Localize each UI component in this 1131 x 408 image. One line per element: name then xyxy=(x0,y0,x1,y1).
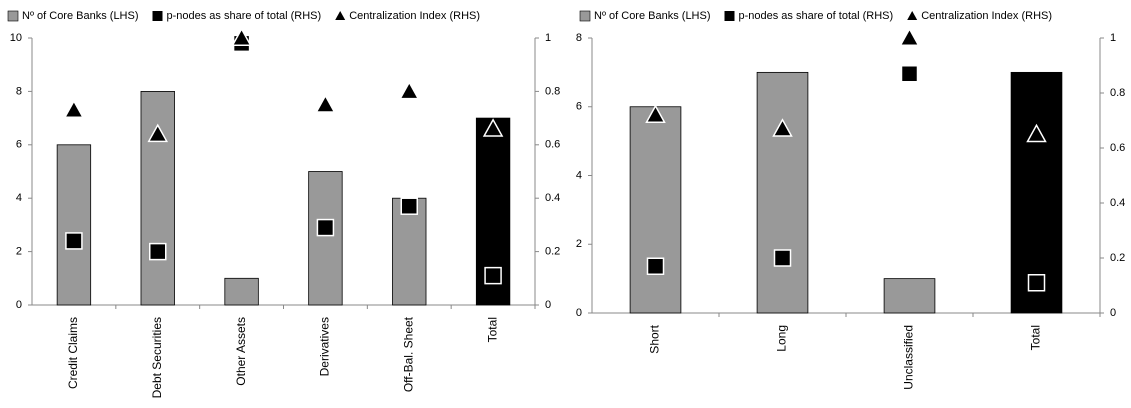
y2-tick-label: 0.4 xyxy=(1110,197,1125,209)
triangle-marker xyxy=(645,104,666,123)
y-tick-label: 0 xyxy=(16,299,22,311)
y-tick-label: 2 xyxy=(16,246,22,258)
y-tick-label: 0 xyxy=(576,307,582,319)
square-marker xyxy=(316,218,335,237)
legend-label: Nº of Core Banks (LHS) xyxy=(22,10,139,22)
triangle-marker xyxy=(315,94,336,113)
triangle-marker xyxy=(482,118,504,137)
x-tick-label: Other Assets xyxy=(234,317,248,386)
y2-tick-label: 0.8 xyxy=(1110,87,1125,99)
square-marker xyxy=(400,197,418,215)
triangle-marker xyxy=(1026,123,1047,143)
x-tick-label: Credit Claims xyxy=(66,317,80,389)
bar xyxy=(756,71,809,314)
square-marker xyxy=(900,65,919,83)
bar xyxy=(308,171,343,306)
x-tick-label: Unclassified xyxy=(902,325,916,390)
triangle-marker xyxy=(398,80,420,100)
triangle-marker xyxy=(147,123,169,143)
legend-swatch xyxy=(907,11,918,20)
square-marker xyxy=(1027,274,1046,292)
y2-tick-label: 1 xyxy=(545,32,551,44)
legend-swatch xyxy=(152,11,163,21)
bar xyxy=(392,197,427,306)
y-tick-label: 4 xyxy=(16,192,22,204)
bar xyxy=(883,278,936,314)
triangle-marker xyxy=(63,99,85,119)
legend-swatch xyxy=(579,10,591,22)
x-tick-label: Debt Securities xyxy=(150,317,164,398)
legend-label: Nº of Core Banks (LHS) xyxy=(594,10,711,22)
legend-label: p-nodes as share of total (RHS) xyxy=(167,10,322,22)
square-marker xyxy=(646,257,665,275)
y2-tick-label: 0.2 xyxy=(1110,252,1125,264)
bar xyxy=(629,106,682,314)
y-tick-label: 6 xyxy=(16,139,22,151)
triangle-marker xyxy=(899,27,920,46)
y2-tick-label: 0 xyxy=(545,299,551,311)
y-tick-label: 8 xyxy=(16,85,22,97)
bar xyxy=(224,277,259,306)
y-tick-label: 6 xyxy=(576,101,582,113)
square-marker xyxy=(149,242,167,261)
square-marker xyxy=(65,232,83,250)
y2-tick-label: 0 xyxy=(1110,307,1116,319)
x-tick-label: Long xyxy=(775,325,789,352)
legend-label: Centralization Index (RHS) xyxy=(349,10,480,22)
y-tick-label: 4 xyxy=(576,169,582,181)
bar xyxy=(56,144,92,306)
y2-tick-label: 1 xyxy=(1110,32,1116,44)
x-tick-label: Total xyxy=(485,317,499,342)
triangle-marker xyxy=(231,27,252,46)
x-tick-label: Derivatives xyxy=(318,317,332,376)
bar xyxy=(1010,71,1063,314)
legend-swatch xyxy=(7,10,19,22)
legend-label: p-nodes as share of total (RHS) xyxy=(739,10,894,22)
y2-tick-label: 0.2 xyxy=(545,246,560,258)
square-marker xyxy=(484,266,502,285)
y-tick-label: 8 xyxy=(576,32,582,44)
y2-tick-label: 0.8 xyxy=(545,85,560,97)
square-marker xyxy=(773,249,792,267)
legend-label: Centralization Index (RHS) xyxy=(921,10,1052,22)
legend-swatch xyxy=(335,11,346,20)
x-tick-label: Off-Bal. Sheet xyxy=(401,316,415,392)
y2-tick-label: 0.6 xyxy=(1110,142,1125,154)
legend-swatch xyxy=(724,11,735,21)
y-tick-label: 10 xyxy=(10,32,22,44)
triangle-marker xyxy=(772,118,793,137)
bar xyxy=(140,91,175,306)
y-tick-label: 2 xyxy=(576,238,582,250)
y2-tick-label: 0.4 xyxy=(545,192,560,204)
x-tick-label: Total xyxy=(1029,325,1043,350)
x-tick-label: Short xyxy=(648,324,662,353)
y2-tick-label: 0.6 xyxy=(545,139,560,151)
